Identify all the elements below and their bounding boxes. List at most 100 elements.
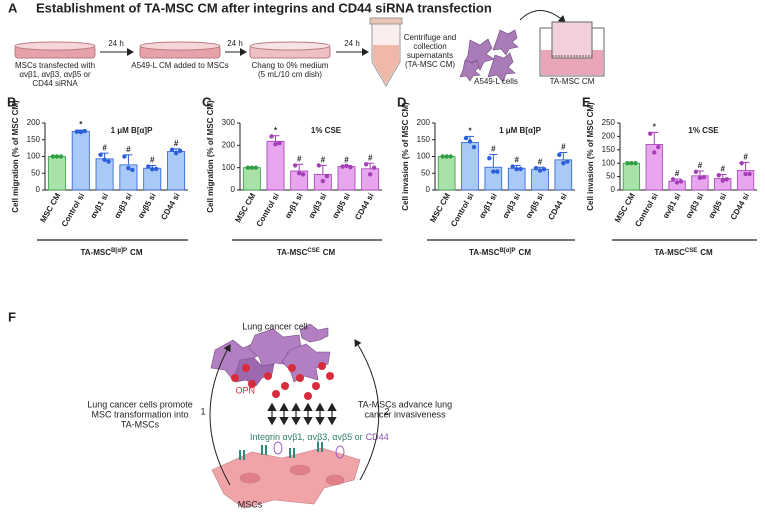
y-tick-label: 150 [602,145,616,154]
y-tick-label: 150 [417,135,431,144]
significance: # [368,153,373,162]
opn-label: OPN [235,385,255,395]
chart-title: 1% CSE [688,126,719,135]
y-tick-label: 50 [606,172,615,181]
data-point [173,150,179,156]
data-point [656,144,661,150]
data-point [78,129,83,135]
data-point [169,147,175,152]
x-tick-label: MSC CM [233,191,257,224]
data-point [348,165,353,170]
significance: # [491,145,496,154]
data-point [50,154,56,159]
x-tick-label: αvβ5 si [524,192,546,220]
bar [266,140,285,191]
significance: * [468,127,472,136]
step-number: 1 [200,406,205,416]
group-suffix: CM [700,248,713,257]
group-prefix: TA-MSC [469,248,500,257]
bar [437,156,456,191]
group-label: TA-MSCCSE CM [654,248,713,258]
significance: # [698,161,703,170]
bar [622,162,641,191]
data-point [561,161,566,166]
group-superscript: CSE [685,248,697,254]
y-tick-label: 200 [222,140,236,149]
significance: # [721,165,726,174]
data-point [245,165,251,170]
y-tick-label: 300 [222,118,236,127]
group-suffix: CM [519,248,532,257]
arrow-label: 24 h [344,39,360,48]
cycle-arrow [209,344,231,486]
data-point [106,159,111,164]
data-point [269,134,274,139]
data-point [720,178,725,183]
y-tick-label: 100 [417,152,431,161]
bar [461,142,479,191]
data-point [648,131,653,136]
insert-label: TA-MSC CM [550,77,595,86]
significance: # [174,139,179,148]
opn-dots [231,362,334,400]
x-tick-label: CD44 si [729,192,751,222]
data-point [716,173,721,178]
bar [242,167,261,191]
step2-text: cancer invasiveness [364,409,446,419]
data-point [253,165,259,170]
data-point [541,167,547,172]
integrin-label: Integrin αvβ1, αvβ3, αvβ5 or CD44 [250,432,389,442]
bar-chart: C 1% CSE Cell migration (% of MSC CM) 0 100 2… [202,94,382,257]
data-point [471,144,477,150]
data-point [537,168,543,173]
x-tick-label: αvβ3 si [112,192,134,220]
integrin-text: Integrin αvβ1, αvβ3, αvβ5 or [250,432,363,442]
data-point [495,169,500,174]
significance: # [297,154,302,163]
y-axis-label: Cell invasion (% of MSC CM) [586,102,595,211]
step-text: Centrifuge and [404,33,456,42]
x-tick-label: CD44 si [353,192,375,222]
x-tick-label: αvβ1 si [477,192,499,220]
data-point [743,171,748,177]
panel-label: F [8,309,16,324]
data-point [371,165,377,170]
data-point [102,157,107,163]
data-point [518,166,523,172]
panel-label: E [582,94,591,109]
x-tick-label: CD44 si [159,192,181,222]
bar [143,167,162,191]
tube-icon [369,17,403,87]
significance: # [675,169,680,178]
data-point [296,171,302,176]
binding-arrows [267,402,337,426]
transwell-icon [539,21,605,77]
step-number: 2 [384,406,389,416]
significance: * [274,126,278,135]
x-tick-label: Control si [633,192,659,229]
data-point [440,154,445,159]
cell-icons [459,29,519,83]
chart-title: 1 μM B[α]P [111,126,153,135]
data-point [74,129,79,134]
group-suffix: CM [323,248,336,257]
y-tick-label: 100 [602,158,616,167]
data-point [739,161,744,166]
msc-cells [211,447,361,509]
data-point [510,164,515,169]
data-point [557,152,562,158]
data-point [344,163,349,169]
y-tick-label: 0 [426,185,431,194]
curve-arrow [519,10,566,23]
data-point [448,154,453,159]
step-text: supernatants [407,51,453,60]
data-point [277,140,282,146]
y-tick-label: 100 [27,152,41,161]
significance: # [743,153,748,162]
data-point [629,161,634,166]
step-text: Chang to 0% medium [252,61,329,70]
x-tick-label: αvβ1 si [89,192,111,220]
y-tick-label: 100 [222,163,236,172]
data-point [693,169,699,174]
significance: * [79,120,83,129]
